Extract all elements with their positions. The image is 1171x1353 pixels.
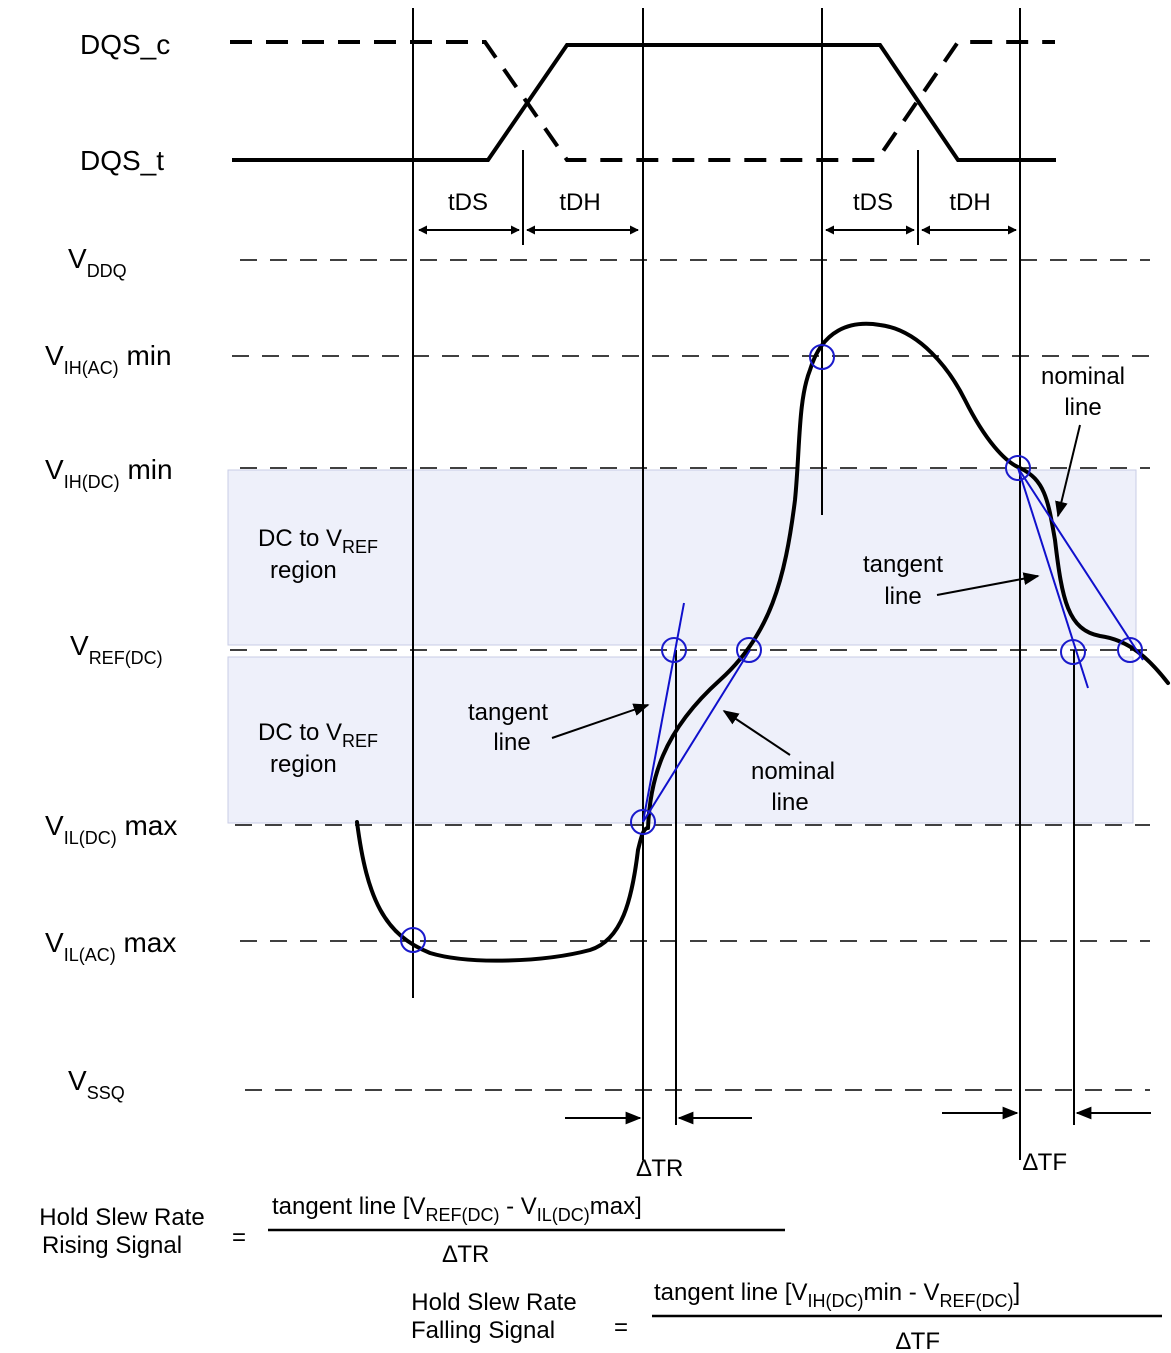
falling-formula-equals: =: [614, 1314, 628, 1341]
falling-formula-label-line2: Falling Signal: [411, 1317, 555, 1344]
vssq-label: VSSQ: [68, 1065, 125, 1103]
delta-tr-label: ∆TR: [637, 1155, 684, 1182]
crossing-marker: [809, 344, 835, 370]
nominal-line-falling: [1017, 467, 1144, 661]
vil-ac-label: VIL(AC) max: [45, 927, 176, 965]
tds-left-label: tDS: [448, 189, 488, 216]
crossing-marker: [661, 637, 687, 663]
tangent-left-label-line1: tangent: [468, 699, 548, 726]
tdh-right-label: tDH: [949, 189, 990, 216]
vil-dc-label: VIL(DC) max: [45, 810, 177, 848]
crossing-marker: [630, 809, 656, 835]
nominal-right-label-line1: nominal: [1041, 363, 1125, 390]
tangent-right-label-line2: line: [884, 583, 921, 610]
crossing-marker: [1117, 637, 1143, 663]
vih-dc-label: VIH(DC) min: [45, 454, 173, 492]
tangent-line-falling: [1017, 467, 1089, 689]
rising-formula-label-line1: Hold Slew Rate: [39, 1204, 204, 1231]
tangent-line-rising: [642, 602, 685, 823]
lower-region-label-line2: region: [270, 751, 337, 778]
rising-formula-numerator: tangent line [VREF(DC) - VIL(DC)max]: [272, 1193, 642, 1225]
rising-formula-denominator: ∆TR: [443, 1241, 490, 1268]
tangent-left-label-line2: line: [493, 729, 530, 756]
rising-formula-label-line2: Rising Signal: [42, 1232, 182, 1259]
rising-formula-equals: =: [232, 1224, 246, 1251]
vddq-label: VDDQ: [68, 243, 127, 281]
nominal-left-label-line1: nominal: [751, 758, 835, 785]
tangent-right-label-line1: tangent: [863, 551, 943, 578]
nominal-left-pointer: [722, 710, 791, 756]
dqs-c-signal: [230, 40, 1055, 162]
tangent-left-pointer: [551, 703, 650, 739]
upper-region-label-line1: DC to VREF: [258, 525, 378, 557]
crossing-marker: [1060, 639, 1086, 665]
dqs-t-signal: [232, 43, 1056, 162]
crossing-marker: [400, 927, 426, 953]
vref-dc-label: VREF(DC): [70, 630, 163, 668]
lower-region-label-line1: DC to VREF: [258, 719, 378, 751]
upper-region-label-line2: region: [270, 557, 337, 584]
nominal-right-pointer: [1055, 424, 1081, 518]
falling-formula-numerator: tangent line [VIH(DC)min - VREF(DC)]: [654, 1279, 1020, 1311]
tangent-right-pointer: [936, 572, 1040, 596]
tdh-left-label: tDH: [559, 189, 600, 216]
falling-formula-denominator: ∆TF: [896, 1328, 940, 1353]
dqs-c-label: DQS_c: [80, 29, 170, 60]
input-waveform: [355, 321, 1170, 963]
falling-formula-label-line1: Hold Slew Rate: [411, 1289, 576, 1316]
nominal-line-rising: [642, 649, 751, 823]
nominal-left-label-line2: line: [771, 789, 808, 816]
crossing-marker: [1005, 455, 1031, 481]
lower-dc-region: [227, 656, 1134, 824]
nominal-right-label-line2: line: [1064, 394, 1101, 421]
tds-right-label: tDS: [853, 189, 893, 216]
delta-tf-label: ∆TF: [1023, 1149, 1067, 1176]
dqs-t-label: DQS_t: [80, 145, 164, 176]
crossing-marker: [736, 637, 762, 663]
vih-ac-label: VIH(AC) min: [45, 340, 172, 378]
